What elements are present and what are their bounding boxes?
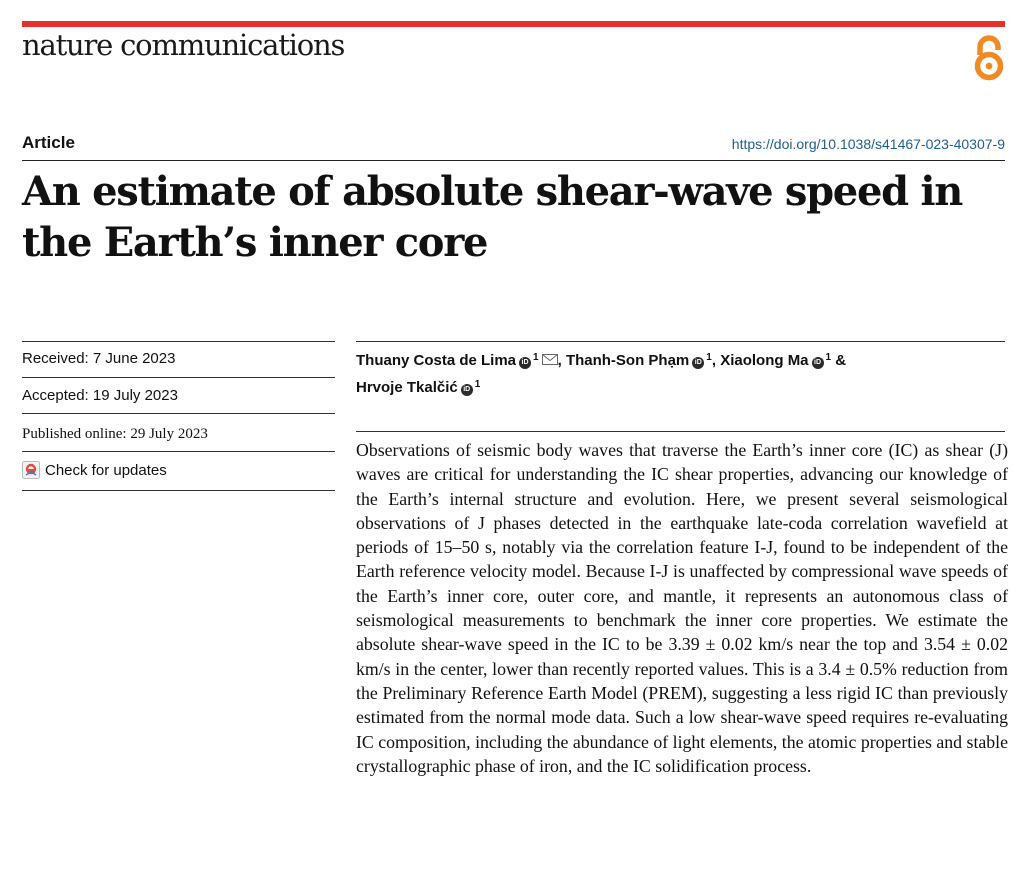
crossmark-icon (22, 461, 40, 479)
dates-divider (22, 490, 335, 491)
open-access-icon (974, 35, 1004, 81)
dates-divider (22, 413, 335, 414)
author-name[interactable]: Hrvoje Tkalčić (356, 379, 458, 396)
dates-divider (22, 341, 335, 342)
check-for-updates-button[interactable]: Check for updates (22, 461, 167, 479)
doi-link[interactable]: https://doi.org/10.1038/s41467-023-40307… (731, 136, 1005, 152)
author-item: Thanh-Son Phạm iD 1, (566, 352, 720, 369)
article-type-label: Article (22, 133, 75, 152)
affiliation-marker[interactable]: 1 (825, 352, 832, 363)
email-icon[interactable] (541, 354, 558, 365)
abstract-divider (356, 431, 1005, 432)
author-separator: , (711, 352, 721, 369)
affiliation-marker[interactable]: 1 (533, 352, 539, 363)
journal-accent-bar (22, 21, 1005, 27)
orcid-icon[interactable]: iD (692, 357, 705, 369)
dates-divider (22, 451, 335, 452)
abstract-text: Observations of seismic body waves that … (356, 440, 1008, 776)
orcid-icon[interactable]: iD (811, 357, 824, 369)
orcid-icon[interactable]: iD (519, 357, 532, 369)
article-title: An estimate of absolute shear-wave speed… (22, 168, 963, 266)
author-item: Xiaolong Ma iD 1 & (720, 352, 846, 369)
affiliation-marker[interactable]: 1 (706, 352, 712, 363)
author-separator: & (831, 352, 847, 369)
affiliation-marker[interactable]: 1 (474, 379, 481, 390)
author-item: Hrvoje Tkalčić iD 1 (356, 379, 480, 396)
received-date: Received: 7 June 2023 (22, 350, 176, 367)
accepted-date: Accepted: 19 July 2023 (22, 387, 178, 404)
author-item: Thuany Costa de Lima iD 1, (356, 352, 566, 369)
published-date: Published online: 29 July 2023 (22, 426, 208, 442)
orcid-icon[interactable]: iD (460, 384, 473, 396)
author-separator: , (557, 352, 566, 369)
check-for-updates-label: Check for updates (45, 461, 167, 479)
author-list: Thuany Costa de Lima iD 1, Thanh-Son Phạm i… (356, 346, 1006, 400)
author-name[interactable]: Thuany Costa de Lima (356, 352, 517, 369)
dates-divider (22, 377, 335, 378)
authors-divider (356, 341, 1005, 342)
header-divider (22, 160, 1005, 161)
author-name[interactable]: Thanh-Son Phạm (565, 352, 690, 369)
author-name[interactable]: Xiaolong Ma (720, 352, 809, 369)
journal-name[interactable]: nature communications (22, 28, 345, 62)
